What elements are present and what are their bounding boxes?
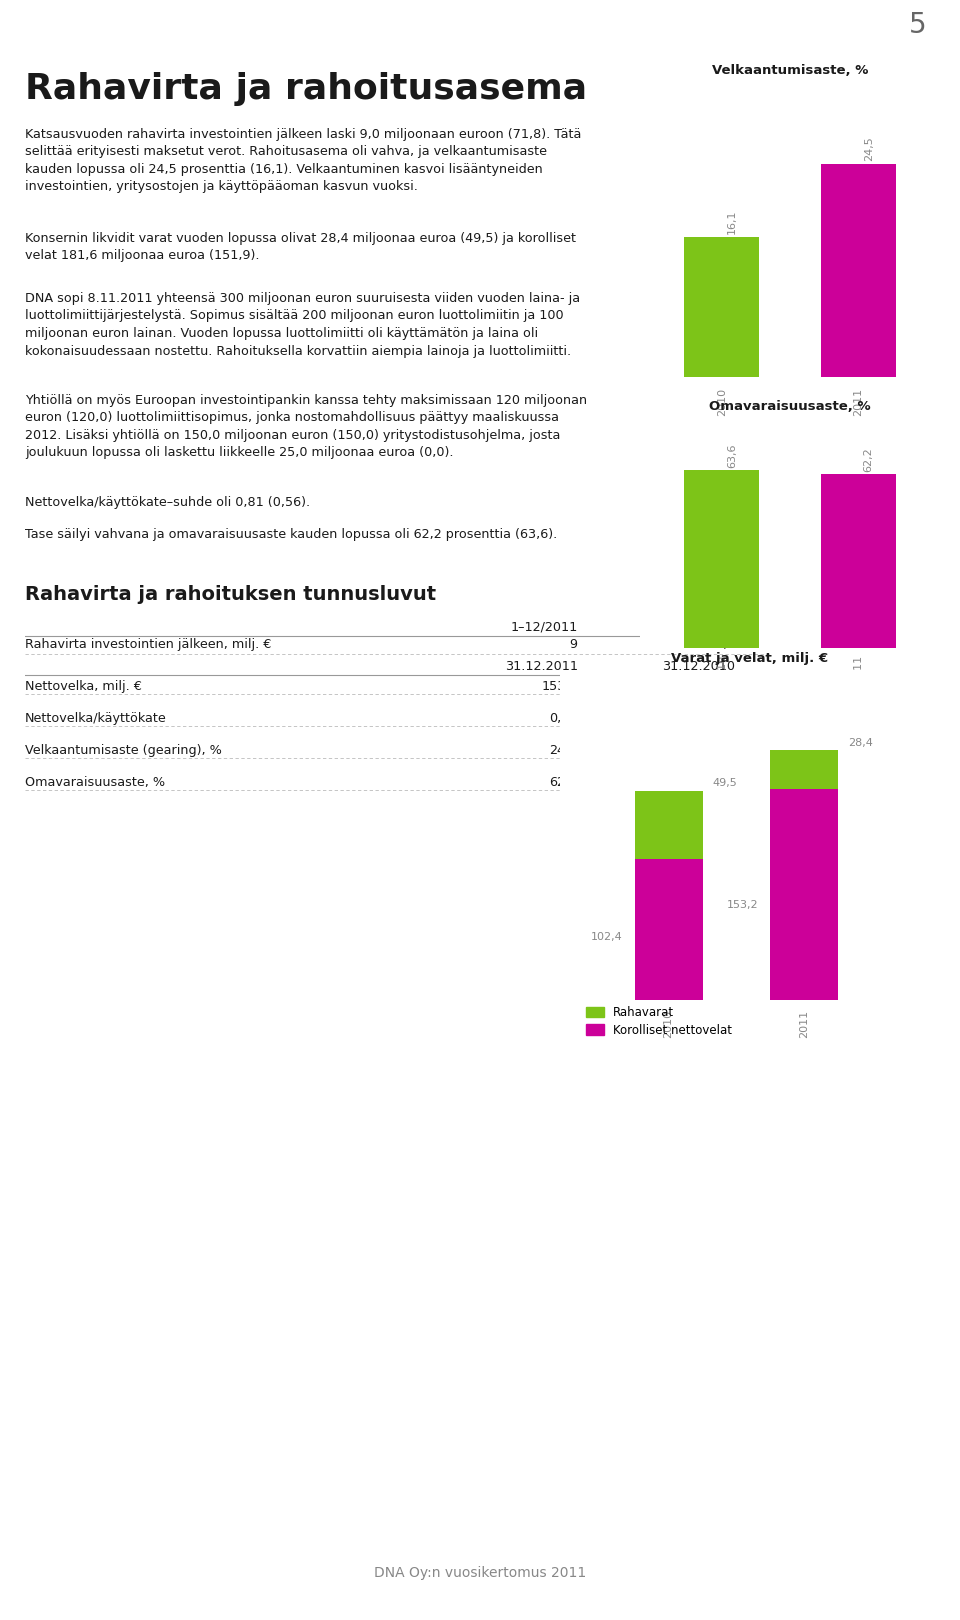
Text: Katsausvuoden rahavirta investointien jälkeen laski 9,0 miljoonaan euroon (71,8): Katsausvuoden rahavirta investointien jä… xyxy=(25,128,582,193)
Text: DNA sopi 8.11.2011 yhteensä 300 miljoonan euron suuruisesta viiden vuoden laina-: DNA sopi 8.11.2011 yhteensä 300 miljoona… xyxy=(25,292,580,358)
Text: 31.12.2010: 31.12.2010 xyxy=(662,659,735,672)
Bar xyxy=(684,237,759,377)
Text: Omavaraisuusaste, %: Omavaraisuusaste, % xyxy=(25,776,165,789)
Text: 62,2: 62,2 xyxy=(549,776,578,789)
Text: 102,4: 102,4 xyxy=(590,931,622,941)
Text: Velkaantumisaste (gearing), %: Velkaantumisaste (gearing), % xyxy=(25,744,222,757)
Text: 5: 5 xyxy=(909,11,926,39)
Text: 2011: 2011 xyxy=(853,387,863,416)
Bar xyxy=(635,859,703,1000)
Text: dna: dna xyxy=(35,19,67,37)
Text: 153,2: 153,2 xyxy=(541,680,578,693)
Bar xyxy=(770,789,838,1000)
Text: 2010: 2010 xyxy=(663,1009,674,1038)
Text: 71,8: 71,8 xyxy=(707,638,735,651)
Text: 62,2: 62,2 xyxy=(864,447,874,471)
Text: 16,1: 16,1 xyxy=(708,744,735,757)
Bar xyxy=(635,791,703,859)
Text: 0,81: 0,81 xyxy=(549,713,578,726)
Text: 1–12/2010: 1–12/2010 xyxy=(668,620,735,633)
Text: 102,4: 102,4 xyxy=(699,680,735,693)
Text: Rahavirta ja rahoitusasema: Rahavirta ja rahoitusasema xyxy=(25,71,588,105)
Text: 24,5: 24,5 xyxy=(864,136,874,160)
Text: 0,56: 0,56 xyxy=(708,713,735,726)
Text: 153,2: 153,2 xyxy=(727,901,758,910)
Text: 2011: 2011 xyxy=(800,1009,809,1038)
Title: Velkaantumisaste, %: Velkaantumisaste, % xyxy=(711,63,868,76)
Text: 16,1: 16,1 xyxy=(728,209,737,233)
Title: Omavaraisuusaste, %: Omavaraisuusaste, % xyxy=(709,400,871,413)
Text: 63,6: 63,6 xyxy=(708,776,735,789)
Legend: Rahavarat, Korolliset nettovelat: Rahavarat, Korolliset nettovelat xyxy=(586,1006,732,1037)
Text: 24,5: 24,5 xyxy=(549,744,578,757)
Bar xyxy=(770,750,838,789)
Text: 49,5: 49,5 xyxy=(712,778,736,789)
Text: 2011: 2011 xyxy=(853,654,863,684)
Text: Nettovelka/käyttökate–suhde oli 0,81 (0,56).: Nettovelka/käyttökate–suhde oli 0,81 (0,… xyxy=(25,496,310,509)
Text: Nettovelka, milj. €: Nettovelka, milj. € xyxy=(25,680,142,693)
Text: 2010: 2010 xyxy=(717,387,727,416)
Text: 28,4: 28,4 xyxy=(848,737,873,747)
Text: Tase säilyi vahvana ja omavaraisuusaste kauden lopussa oli 62,2 prosenttia (63,6: Tase säilyi vahvana ja omavaraisuusaste … xyxy=(25,528,557,541)
Text: 2010: 2010 xyxy=(717,654,727,684)
Text: Rahavirta ja rahoituksen tunnusluvut: Rahavirta ja rahoituksen tunnusluvut xyxy=(25,585,436,604)
Text: 63,6: 63,6 xyxy=(728,444,737,468)
Text: 1–12/2011: 1–12/2011 xyxy=(511,620,578,633)
Bar xyxy=(821,164,896,377)
Text: Konsernin likvidit varat vuoden lopussa olivat 28,4 miljoonaa euroa (49,5) ja ko: Konsernin likvidit varat vuoden lopussa … xyxy=(25,232,576,262)
Bar xyxy=(821,473,896,648)
Text: Yhtiöllä on myös Euroopan investointipankin kanssa tehty maksimissaan 120 miljoo: Yhtiöllä on myös Euroopan investointipan… xyxy=(25,394,588,460)
Text: Rahavirta investointien jälkeen, milj. €: Rahavirta investointien jälkeen, milj. € xyxy=(25,638,272,651)
Text: 31.12.2011: 31.12.2011 xyxy=(505,659,578,672)
Bar xyxy=(684,470,759,648)
Text: 9: 9 xyxy=(569,638,578,651)
Text: Nettovelka/käyttökate: Nettovelka/käyttökate xyxy=(25,713,167,726)
Title: Varat ja velat, milj. €: Varat ja velat, milj. € xyxy=(671,651,828,664)
Text: DNA Oy:n vuosikertomus 2011: DNA Oy:n vuosikertomus 2011 xyxy=(373,1565,587,1579)
